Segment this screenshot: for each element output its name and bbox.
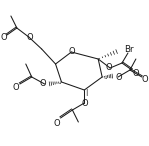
Text: Br: Br [124,45,134,53]
Text: O: O [142,75,148,85]
Text: O: O [82,99,89,107]
Text: O: O [115,73,122,81]
Text: O: O [68,47,75,57]
Text: O: O [13,82,19,92]
Text: O: O [53,119,60,127]
Text: O: O [26,33,33,41]
Text: |: | [85,88,87,95]
Text: O: O [1,33,7,42]
Text: O: O [106,64,112,73]
Text: ··: ·· [57,81,62,87]
Text: O: O [133,68,139,78]
Text: O: O [40,80,47,88]
Text: ··: ·· [103,76,107,82]
